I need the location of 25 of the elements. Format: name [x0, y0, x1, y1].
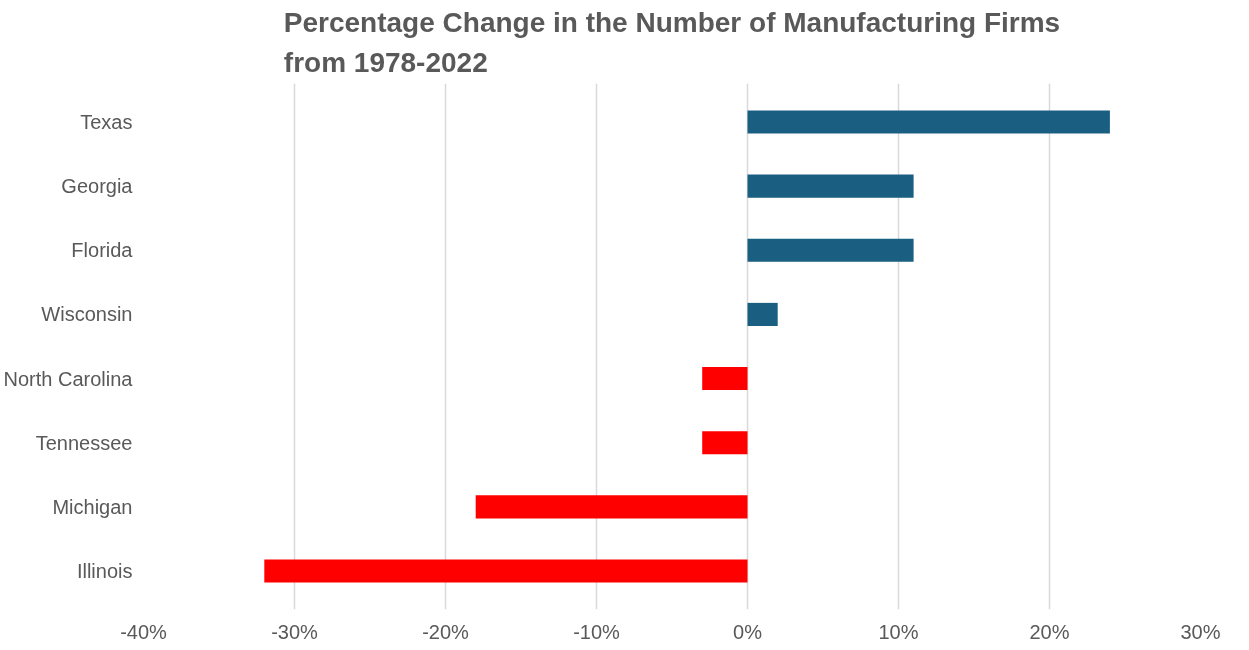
x-tick-label: 0%: [733, 620, 763, 643]
bar: [702, 367, 748, 391]
x-tick-label: -40%: [120, 620, 168, 643]
y-tick-label: Wisconsin: [41, 303, 133, 326]
y-tick-label: Florida: [71, 239, 134, 262]
x-tick-label: -30%: [271, 620, 319, 643]
y-tick-label: Texas: [80, 110, 133, 133]
bar: [747, 110, 1110, 134]
bar: [747, 238, 914, 262]
bar: [702, 431, 748, 455]
x-tick-label: -10%: [573, 620, 621, 643]
chart-title: Percentage Change in the Number of Manufacturing Firms from 1978-2022: [283, 7, 1061, 79]
x-tick-label: -20%: [422, 620, 470, 643]
y-tick-label: Illinois: [76, 560, 133, 583]
x-tick-label: 30%: [1180, 620, 1221, 643]
bar: [264, 559, 748, 583]
y-tick-label: North Carolina: [3, 367, 134, 390]
y-tick-label: Georgia: [61, 175, 134, 198]
x-tick-label: 20%: [1029, 620, 1070, 643]
bar: [747, 302, 778, 326]
x-tick-label: 10%: [878, 620, 919, 643]
bar: [475, 495, 748, 519]
y-tick-label: Michigan: [52, 495, 133, 518]
bar: [747, 174, 914, 198]
y-tick-label: Tennessee: [35, 431, 133, 454]
